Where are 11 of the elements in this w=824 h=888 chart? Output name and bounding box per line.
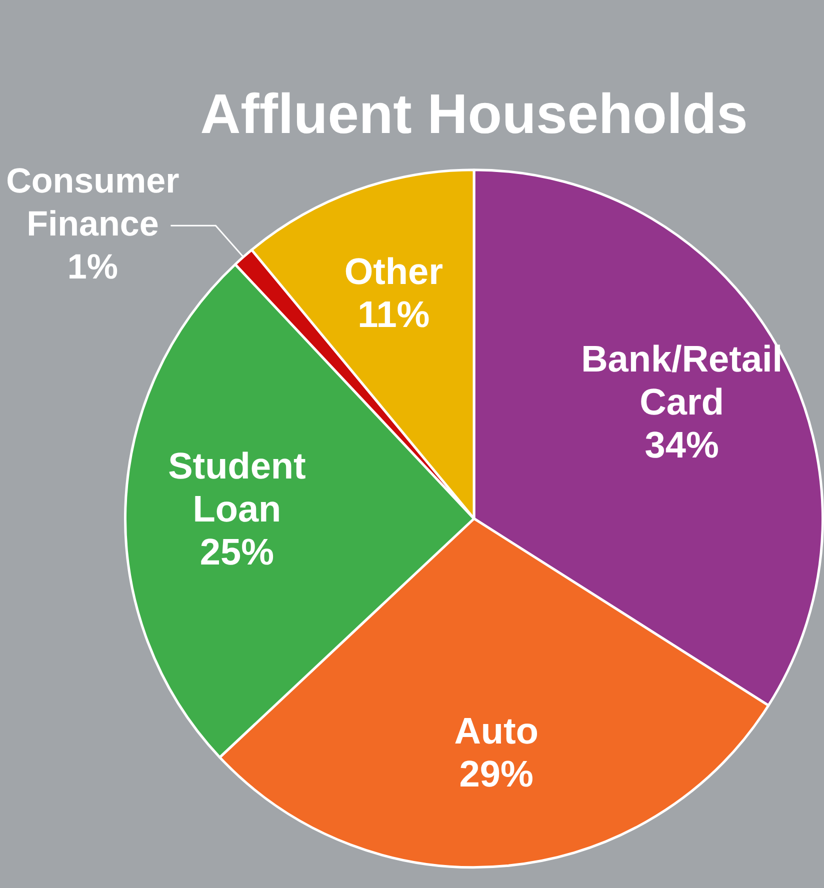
slice-label: Other (344, 251, 444, 292)
slice-label: Student Loan (168, 445, 306, 530)
data-label: 34% (644, 424, 719, 466)
slice-label: Bank/Retail Card (581, 338, 783, 423)
data-label: 11% (358, 294, 430, 336)
slice-label: Consumer Finance (6, 161, 180, 244)
data-label: 1% (67, 247, 118, 286)
slice-label: Auto (454, 710, 538, 752)
data-label: 29% (459, 753, 534, 794)
data-label: 25% (200, 531, 274, 572)
chart-title: Affluent Households (200, 82, 748, 146)
